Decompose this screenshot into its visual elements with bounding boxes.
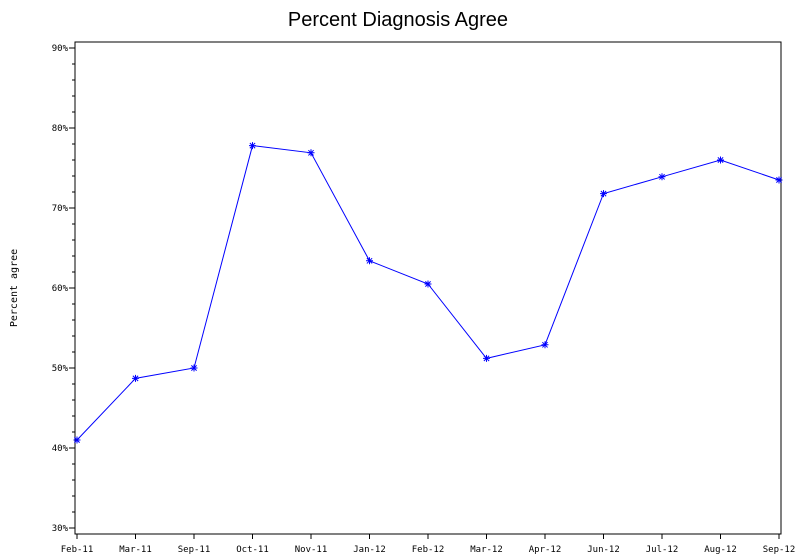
x-tick-label: Jun-12 [587, 545, 620, 555]
data-point [658, 173, 666, 181]
chart-title: Percent Diagnosis Agree [288, 9, 508, 31]
y-tick-label: 60% [52, 284, 69, 294]
data-point [424, 280, 432, 288]
x-tick-label: Aug-12 [704, 545, 737, 555]
data-point [600, 190, 607, 198]
data-point [307, 149, 315, 157]
x-tick-label: Jan-12 [353, 545, 386, 555]
data-point [73, 436, 81, 444]
y-tick-label: 40% [52, 444, 69, 454]
x-axis-ticks: Feb-11 Mar-11 Sep-11 Oct-11 Nov-11 Jan-12 Feb-… [61, 534, 796, 555]
y-tick-label: 90% [52, 44, 69, 54]
x-tick-label: Jul-12 [646, 545, 679, 555]
data-point [541, 341, 549, 349]
y-tick-label: 50% [52, 364, 69, 374]
y-axis-ticks: 30% 40% 50% 60% 70% 80% 90% [52, 44, 75, 534]
y-tick-label: 30% [52, 524, 69, 534]
data-point [483, 354, 490, 362]
y-tick-label: 70% [52, 204, 69, 214]
x-tick-label: Feb-11 [61, 545, 94, 555]
x-tick-label: Feb-12 [412, 545, 445, 555]
x-tick-label: Nov-11 [295, 545, 328, 555]
data-point [717, 156, 724, 164]
x-tick-label: Sep-11 [178, 545, 211, 555]
series-group [73, 142, 783, 444]
data-point [249, 142, 256, 150]
x-tick-label: Mar-12 [470, 545, 503, 555]
x-tick-label: Oct-11 [236, 545, 269, 555]
y-axis-label: Percent agree [9, 249, 20, 327]
data-point [775, 176, 783, 184]
x-tick-label: Mar-11 [119, 545, 152, 555]
data-point [190, 364, 198, 372]
data-point [366, 257, 373, 265]
plot-frame [74, 41, 782, 535]
data-point [132, 374, 139, 382]
y-tick-label: 80% [52, 124, 69, 134]
x-tick-label: Sep-12 [763, 545, 796, 555]
x-tick-label: Apr-12 [529, 545, 562, 555]
series-line [76, 145, 780, 441]
